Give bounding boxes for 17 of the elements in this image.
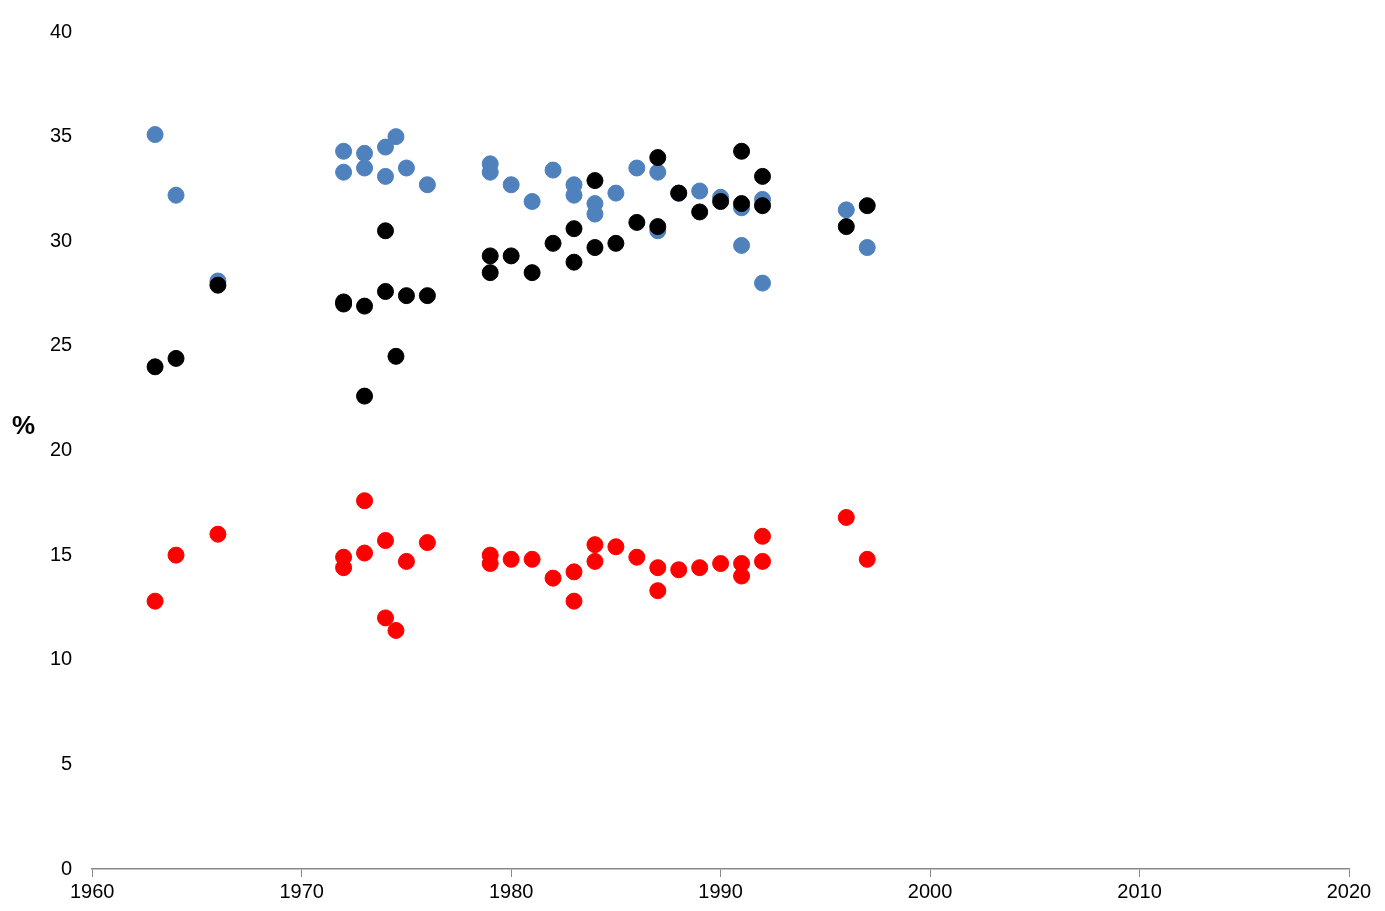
y-tick-label: 0 bbox=[61, 856, 73, 879]
x-tick-label: 1960 bbox=[70, 879, 115, 902]
x-tick-label: 2000 bbox=[907, 879, 953, 902]
y-axis-title: % bbox=[12, 409, 36, 440]
y-tick-label: 30 bbox=[50, 228, 73, 251]
y-tick-label: 5 bbox=[61, 751, 73, 774]
x-tick-label: 1980 bbox=[488, 879, 534, 902]
x-tick-label: 1970 bbox=[279, 879, 324, 902]
y-tick-label: 10 bbox=[50, 647, 73, 670]
y-tick-label: 25 bbox=[50, 333, 73, 356]
x-tick-label: 1990 bbox=[698, 879, 743, 902]
y-tick-label: 35 bbox=[50, 124, 73, 147]
y-tick-label: 20 bbox=[50, 438, 73, 461]
y-tick-label: 15 bbox=[50, 542, 73, 565]
y-tick-label: 40 bbox=[50, 19, 73, 42]
x-tick-label: 2010 bbox=[1117, 879, 1162, 902]
x-tick-label: 2020 bbox=[1326, 879, 1372, 902]
